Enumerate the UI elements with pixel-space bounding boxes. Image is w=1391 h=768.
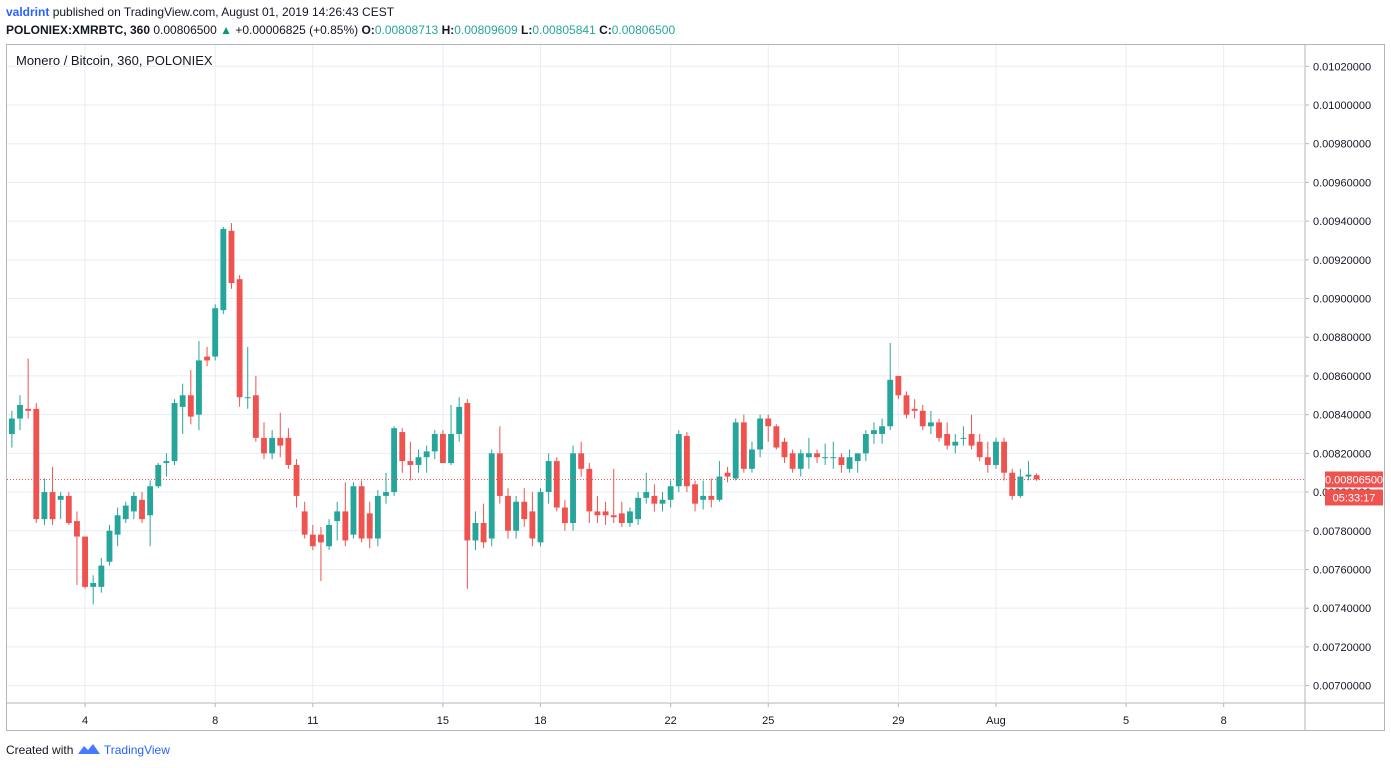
close-value: 0.00806500: [611, 23, 676, 37]
tradingview-logo-icon: [77, 744, 100, 754]
symbol-label: POLONIEX:XMRBTC, 360: [6, 23, 151, 37]
open-label: O:: [361, 23, 375, 37]
last-price: 0.00806500: [153, 23, 217, 37]
up-arrow-icon: ▲: [220, 23, 233, 37]
created-with-text: Created with: [6, 743, 74, 757]
low-label: L:: [520, 23, 533, 37]
low-value: 0.00805841: [532, 23, 596, 37]
publish-info: valdrint published on TradingView.com, A…: [6, 4, 394, 20]
ohlc-bar: POLONIEX:XMRBTC, 360 0.00806500 ▲ +0.000…: [6, 22, 675, 38]
footer: Created with TradingView: [6, 742, 170, 758]
author-link[interactable]: valdrint: [6, 5, 50, 19]
close-label: C:: [599, 23, 612, 37]
tradingview-brand-link[interactable]: TradingView: [103, 743, 170, 757]
publish-text: published on TradingView.com, August 01,…: [52, 5, 395, 19]
high-value: 0.00809609: [454, 23, 518, 37]
chart-title: Monero / Bitcoin, 360, POLONIEX: [16, 53, 213, 68]
price-change: +0.00006825 (+0.85%): [235, 23, 359, 37]
open-value: 0.00808713: [374, 23, 439, 37]
chart-frame: [6, 44, 1385, 731]
high-label: H:: [441, 23, 455, 37]
